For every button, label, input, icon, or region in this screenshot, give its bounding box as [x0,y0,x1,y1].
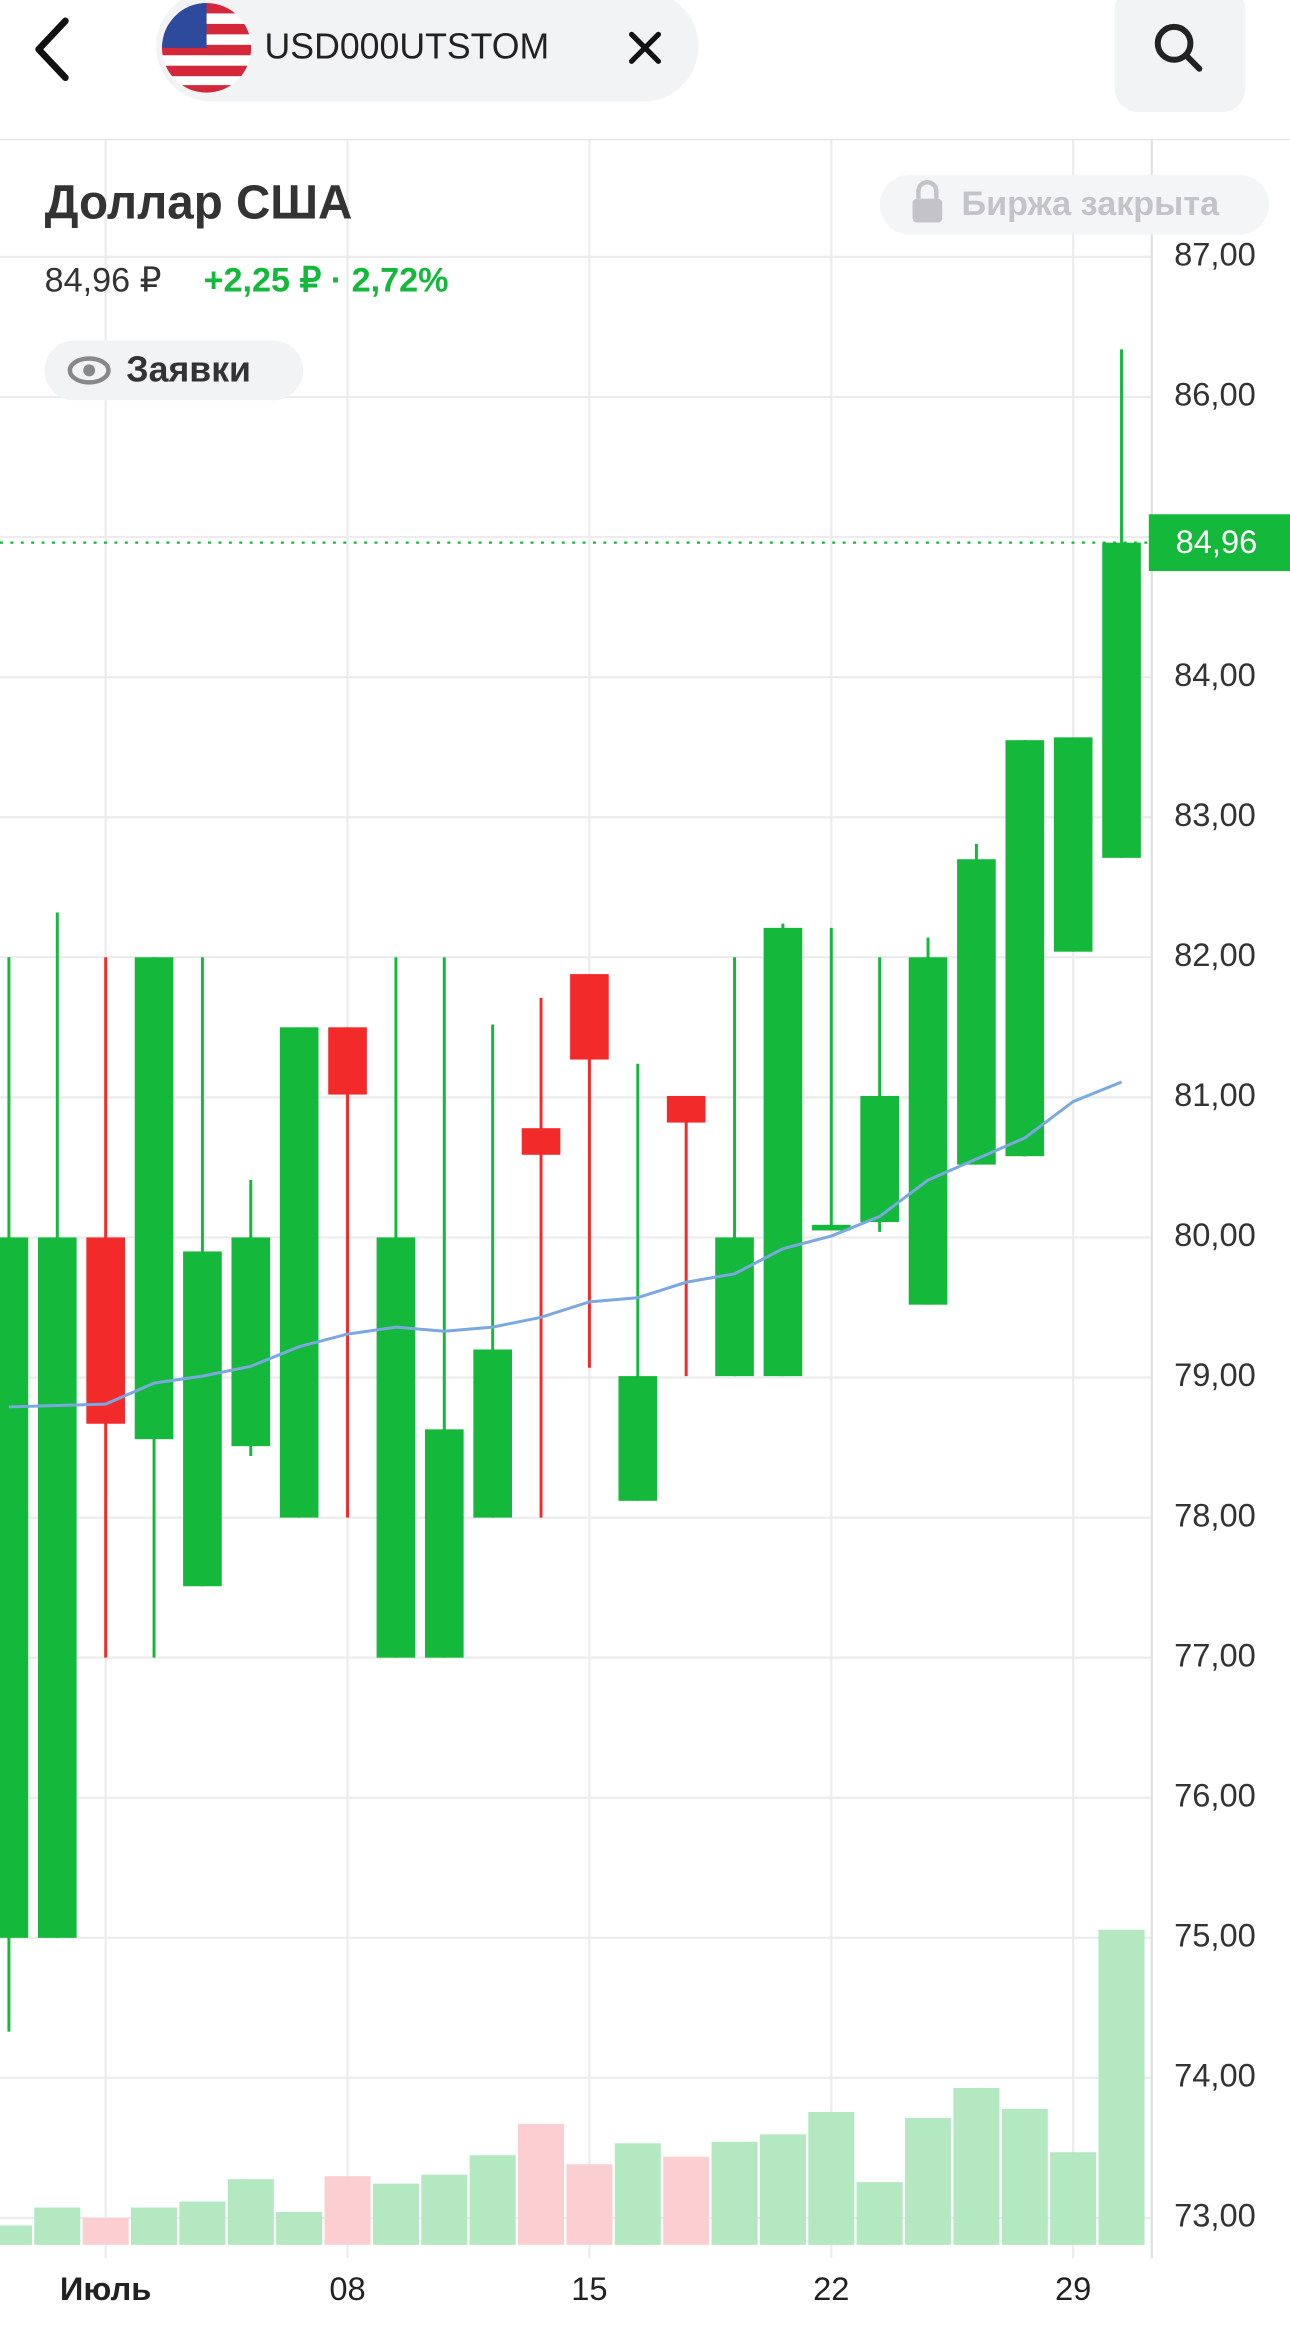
x-tick-label: 15 [571,2270,607,2307]
ticker-chip[interactable] [156,0,699,102]
volume-bar [808,2111,855,2245]
y-tick-label: 74,00 [1174,2057,1256,2094]
candle-body [376,1237,416,1658]
flag-icon [161,2,252,93]
plot: 84,96 [0,349,1290,2245]
candle-body [1005,740,1045,1157]
volume-bar [759,2134,806,2245]
candle-body [666,1095,706,1123]
x-tick-label: Июль [60,2270,151,2307]
candle-body [763,927,803,1377]
volume-bar [227,2179,274,2245]
volume-bar [905,2117,952,2245]
volume-bar [614,2143,661,2245]
instrument-title: Доллар США [45,177,353,230]
moving-average [8,1080,1123,1409]
y-tick-label: 87,00 [1174,236,1256,273]
y-tick-label: 81,00 [1174,1076,1256,1113]
candle-body [1102,542,1141,858]
volume-bar [711,2141,758,2245]
candle-body [908,957,948,1305]
candle-body [715,1237,754,1377]
x-tick-label: 22 [813,2270,849,2307]
candle-body [279,1027,319,1518]
volume-bar [276,2212,323,2245]
volume-bar [1001,2108,1048,2245]
candle-body [231,1237,271,1447]
y-tick-label: 82,00 [1174,936,1256,973]
candle-body [618,1376,658,1501]
market-status: Биржа закрыта [962,185,1220,223]
volume-bar [469,2155,516,2245]
clear-button[interactable] [629,31,661,64]
back-button[interactable] [35,17,69,82]
candle-body [183,1251,222,1587]
candle-body [957,859,996,1165]
candle-body [811,1224,851,1231]
price-change: +2,25 ₽ · 2,72% [204,261,449,299]
volume-bar [372,2183,419,2245]
y-tick-label: 83,00 [1174,796,1256,833]
y-tick-label: 75,00 [1174,1916,1256,1953]
ticker: USD000UTSTOM [265,27,550,67]
volume-bar [953,2088,1000,2245]
orders-label: Заявки [126,349,251,389]
search-icon-handle [1182,52,1203,72]
y-tick-label: 76,00 [1174,1776,1256,1813]
volume-bar [856,2182,903,2245]
volume-bar [1050,2152,1097,2245]
volume-bar [82,2217,129,2245]
eye-icon [67,356,111,385]
volume-bar [518,2123,565,2245]
candle-body [570,974,609,1060]
candle-body [424,1429,464,1658]
candle-body [0,1237,29,1938]
volume-bar [566,2164,613,2245]
volume-bar [131,2207,178,2245]
grid: 73,00 74,00 75,00 76,00 77,00 78,00 79,00 80,00… [0,138,1256,2307]
candle-body [328,1027,367,1095]
y-tick-label: 86,00 [1174,376,1256,413]
lock-shackle [916,179,939,199]
volume-bar [663,2156,710,2245]
candle-body [473,1349,512,1518]
status-chip [879,174,1270,235]
candle-body [37,1237,77,1938]
y-tick-label: 78,00 [1174,1496,1256,1533]
orders-button[interactable] [44,340,304,401]
volume-bar [324,2176,371,2245]
x-tick-label: 29 [1055,2270,1091,2307]
last-price-box [1148,514,1290,572]
x-tick-label: 08 [329,2270,365,2307]
y-tick-label: 73,00 [1174,2197,1256,2234]
price: 84,96 ₽ [45,261,162,299]
candle-body [521,1128,561,1155]
candle-body [1053,737,1093,952]
eye-pupil [83,364,96,377]
volume-bar [179,2201,226,2245]
candle-body [134,957,174,1440]
volume-bar [1098,1929,1145,2245]
y-tick-label: 84,00 [1174,656,1256,693]
volume-bar [34,2207,81,2245]
candle-body [86,1237,125,1424]
lock-icon [912,198,943,223]
candle-body [860,1095,899,1223]
y-tick-label: 80,00 [1174,1216,1256,1253]
volume-bar [0,2225,32,2245]
volume-bar [421,2174,468,2245]
search-icon [1154,23,1194,63]
y-tick-label: 77,00 [1174,1636,1256,1673]
last-price-label: 84,96 [1176,523,1258,560]
y-tick-label: 79,00 [1174,1356,1256,1393]
